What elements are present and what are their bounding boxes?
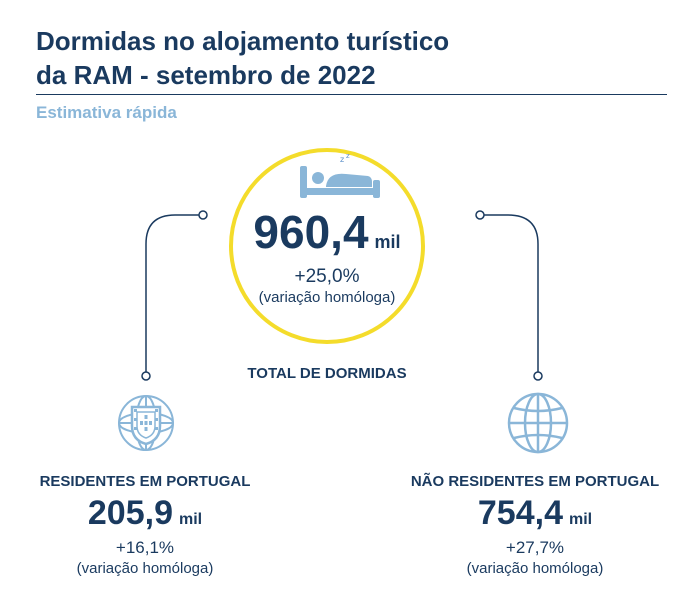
- bed-sleep-icon: z z: [300, 152, 380, 198]
- total-circle: [229, 148, 425, 344]
- connector-right: [480, 214, 539, 374]
- svg-text:z: z: [340, 155, 344, 164]
- total-label: TOTAL DE DORMIDAS: [247, 365, 407, 382]
- page-title: Dormidas no alojamento turístico da RAM …: [36, 24, 449, 92]
- total-value-unit: mil: [374, 232, 401, 252]
- residents-label: RESIDENTES EM PORTUGAL: [39, 473, 251, 490]
- total-variation-note: (variação homóloga): [258, 289, 396, 306]
- total-variation: +25,0%: [294, 266, 360, 287]
- non-residents-value-unit: mil: [568, 511, 593, 528]
- residents-variation: +16,1%: [115, 538, 175, 557]
- connector-right-top-dot: [475, 210, 485, 220]
- non-residents-value-number: 754,4: [477, 494, 563, 532]
- residents-value: 205,9 mil: [20, 494, 270, 533]
- non-residents-value: 754,4 mil: [400, 494, 670, 533]
- total-value-number: 960,4: [253, 206, 369, 258]
- residents-value-number: 205,9: [87, 494, 173, 532]
- residents-value-unit: mil: [178, 511, 203, 528]
- connector-left-top-dot: [198, 210, 208, 220]
- connector-left-bottom-dot: [141, 371, 151, 381]
- non-residents-label: NÃO RESIDENTES EM PORTUGAL: [410, 473, 660, 490]
- subtitle: Estimativa rápida: [36, 103, 177, 122]
- svg-text:z: z: [346, 152, 350, 160]
- title-divider: [36, 94, 667, 95]
- globe-icon: [507, 392, 569, 454]
- non-residents-variation-note: (variação homóloga): [466, 560, 604, 577]
- page-title-line-1: Dormidas no alojamento turístico: [36, 26, 450, 56]
- total-value: 960,4 mil: [229, 205, 425, 259]
- residents-variation-note: (variação homóloga): [76, 560, 214, 577]
- portugal-shield-icon: [118, 395, 174, 451]
- non-residents-variation: +27,7%: [505, 538, 565, 557]
- connector-left: [145, 214, 203, 374]
- connector-right-bottom-dot: [533, 371, 543, 381]
- page-title-line-2: da RAM - setembro de 2022: [36, 60, 376, 90]
